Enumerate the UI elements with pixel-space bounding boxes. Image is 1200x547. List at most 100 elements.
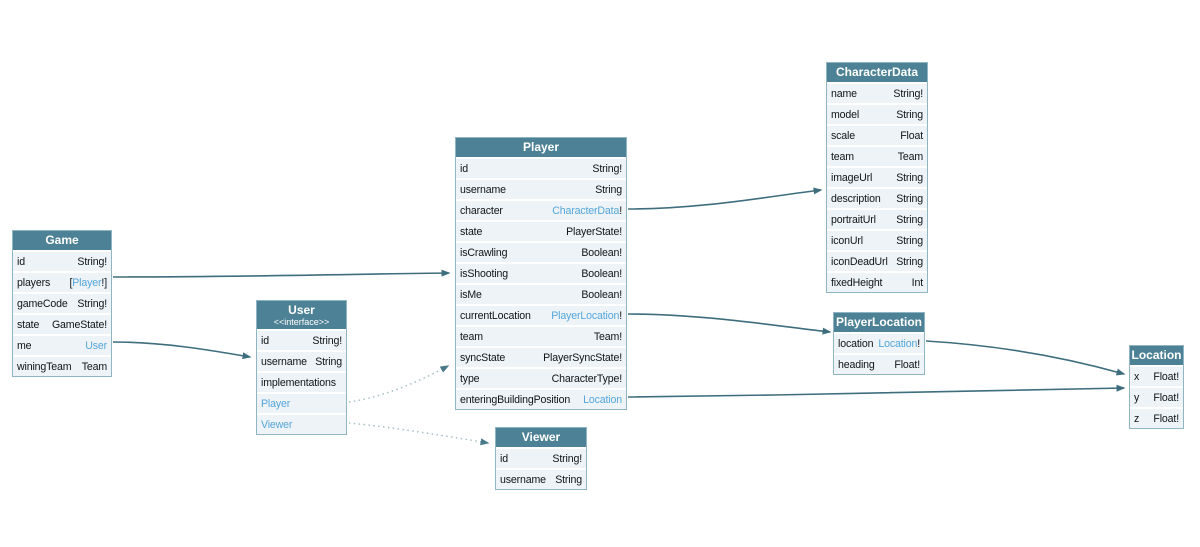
field-row-location[interactable]: location Location!	[834, 332, 924, 353]
field-type: String	[896, 256, 923, 268]
edge-player-currentlocation-to-playerlocation[interactable]	[627, 313, 832, 335]
field-row-syncState[interactable]: syncState PlayerSyncState!	[456, 346, 626, 367]
field-row-currentLocation[interactable]: currentLocation PlayerLocation!	[456, 304, 626, 325]
field-row-me[interactable]: me User	[13, 334, 111, 355]
field-row-iconDeadUrl[interactable]: iconDeadUrl String	[827, 250, 927, 271]
field-name: type	[460, 372, 480, 385]
node-header[interactable]: PlayerLocation	[834, 313, 924, 332]
type-text: Team	[81, 360, 107, 373]
field-row-username[interactable]: username String	[456, 178, 626, 199]
type-node-player[interactable]: Player id String! username String character C…	[455, 137, 627, 410]
field-row-fixedHeight[interactable]: fixedHeight Int	[827, 271, 927, 292]
node-header[interactable]: Game	[13, 231, 111, 250]
edge-game-me-to-user[interactable]	[112, 341, 252, 360]
edge-game-players-to-player[interactable]	[112, 269, 451, 278]
field-row-iconUrl[interactable]: iconUrl String	[827, 229, 927, 250]
field-row-isMe[interactable]: isMe Boolean!	[456, 283, 626, 304]
field-row-model[interactable]: model String	[827, 103, 927, 124]
type-node-game[interactable]: Game id String! players [Player!] gameCode St…	[12, 230, 112, 377]
field-row-state[interactable]: state GameState!	[13, 313, 111, 334]
type-node-characterdata[interactable]: CharacterData name String! model String scal…	[826, 62, 928, 293]
field-type: String	[896, 109, 923, 121]
edge-player-enteringbuildingposition-to-location[interactable]	[627, 384, 1126, 398]
field-name: me	[17, 339, 32, 352]
field-row-heading[interactable]: heading Float!	[834, 353, 924, 374]
implementation-link-Player[interactable]: Player	[261, 397, 291, 410]
field-name: scale	[831, 129, 855, 142]
type-text: Float!	[894, 358, 920, 371]
type-link-Location[interactable]: Location	[878, 337, 918, 350]
node-title: Location	[1131, 348, 1182, 362]
type-text: String	[896, 171, 923, 184]
field-type: String!	[552, 453, 582, 465]
field-name: isShooting	[460, 267, 508, 280]
field-row-username[interactable]: username String	[257, 350, 346, 371]
field-row-z[interactable]: z Float!	[1130, 407, 1183, 428]
field-row-id[interactable]: id String!	[496, 447, 586, 468]
field-row-imageUrl[interactable]: imageUrl String	[827, 166, 927, 187]
field-row-id[interactable]: id String!	[456, 157, 626, 178]
field-row-gameCode[interactable]: gameCode String!	[13, 292, 111, 313]
type-node-location[interactable]: Location x Float! y Float! z Float!	[1129, 345, 1184, 429]
field-type: String!	[592, 163, 622, 175]
type-link-User[interactable]: User	[85, 339, 107, 352]
field-row-enteringBuildingPosition[interactable]: enteringBuildingPosition Location	[456, 388, 626, 409]
node-header[interactable]: User <<interface>>	[257, 301, 346, 329]
type-text: String!	[77, 297, 107, 310]
field-row-x[interactable]: x Float!	[1130, 365, 1183, 386]
type-node-playerlocation[interactable]: PlayerLocation location Location! heading F…	[833, 312, 925, 375]
field-name: state	[17, 318, 40, 331]
type-link-CharacterData[interactable]: CharacterData	[552, 204, 620, 217]
field-row-isCrawling[interactable]: isCrawling Boolean!	[456, 241, 626, 262]
field-row-id[interactable]: id String!	[13, 250, 111, 271]
type-text: String	[315, 355, 342, 368]
field-row-isShooting[interactable]: isShooting Boolean!	[456, 262, 626, 283]
field-row-username[interactable]: username String	[496, 468, 586, 489]
field-row-Player[interactable]: Player	[257, 392, 346, 413]
field-row-winingTeam[interactable]: winingTeam Team	[13, 355, 111, 376]
edge-playerlocation-location-to-location[interactable]	[925, 340, 1126, 376]
node-header[interactable]: Location	[1130, 346, 1183, 365]
edge-player-character-to-characterdata[interactable]	[627, 187, 823, 210]
field-row-players[interactable]: players [Player!]	[13, 271, 111, 292]
node-header[interactable]: Player	[456, 138, 626, 157]
node-header[interactable]: Viewer	[496, 428, 586, 447]
field-name: username	[261, 355, 307, 368]
field-row-scale[interactable]: scale Float	[827, 124, 927, 145]
field-row-team[interactable]: team Team!	[456, 325, 626, 346]
field-row-name[interactable]: name String!	[827, 82, 927, 103]
field-name: implementations	[261, 376, 336, 389]
field-row-description[interactable]: description String	[827, 187, 927, 208]
type-node-user[interactable]: User <<interface>> id String! username Stri…	[256, 300, 347, 435]
type-text: String	[595, 183, 622, 196]
field-row-y[interactable]: y Float!	[1130, 386, 1183, 407]
type-node-viewer[interactable]: Viewer id String! username String	[495, 427, 587, 490]
field-type: PlayerLocation!	[551, 310, 622, 322]
field-row-character[interactable]: character CharacterData!	[456, 199, 626, 220]
field-list: id String! username String implementations Pl…	[257, 329, 346, 434]
type-text: String	[896, 192, 923, 205]
implementation-link-Viewer[interactable]: Viewer	[261, 418, 293, 431]
field-row-implementations[interactable]: implementations	[257, 371, 346, 392]
node-header[interactable]: CharacterData	[827, 63, 927, 82]
field-row-type[interactable]: type CharacterType!	[456, 367, 626, 388]
edge-user-player-implementation-to-player[interactable]	[348, 365, 450, 403]
field-type: String	[896, 214, 923, 226]
field-name: currentLocation	[460, 309, 531, 322]
field-type: Location!	[878, 338, 920, 350]
field-row-state[interactable]: state PlayerState!	[456, 220, 626, 241]
field-name: y	[1134, 391, 1140, 404]
field-row-Viewer[interactable]: Viewer	[257, 413, 346, 434]
type-link-PlayerLocation[interactable]: PlayerLocation	[551, 309, 620, 322]
field-row-id[interactable]: id String!	[257, 329, 346, 350]
edge-user-viewer-implementation-to-viewer[interactable]	[348, 422, 490, 446]
type-link-Player[interactable]: Player	[72, 276, 102, 289]
field-type: Boolean!	[581, 247, 622, 259]
field-name: fixedHeight	[831, 276, 883, 289]
field-type: Boolean!	[581, 289, 622, 301]
field-list: id String! players [Player!] gameCode String!…	[13, 250, 111, 376]
field-row-team[interactable]: team Team	[827, 145, 927, 166]
field-row-portraitUrl[interactable]: portraitUrl String	[827, 208, 927, 229]
type-link-Location[interactable]: Location	[583, 393, 622, 406]
